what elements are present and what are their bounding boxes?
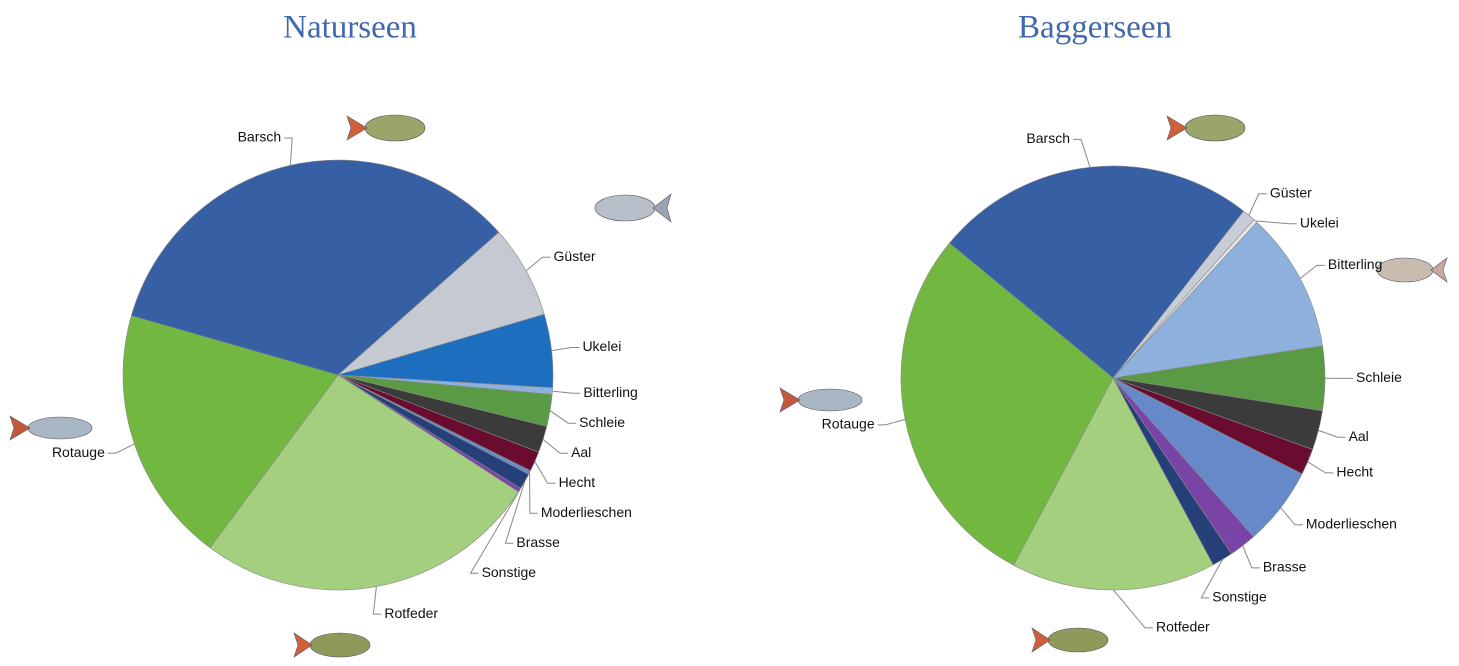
slice-label: Güster	[1270, 184, 1312, 200]
slice-label: Güster	[554, 248, 596, 264]
leader-line	[877, 418, 906, 426]
slice-label: Barsch	[238, 129, 282, 145]
slice-label: Hecht	[1336, 464, 1373, 480]
fish-icons	[9, 114, 1448, 658]
slice-label: Sonstige	[1212, 589, 1267, 605]
slice-label: Bitterling	[583, 384, 637, 400]
slice-label: Hecht	[559, 474, 596, 490]
slice-label: Brasse	[1263, 559, 1307, 575]
leader-line	[107, 443, 135, 454]
slice-label: Moderlieschen	[1306, 515, 1397, 531]
chart-title: Baggerseen	[1018, 10, 1172, 46]
leader-line	[542, 439, 569, 454]
slice-label: Barsch	[1026, 130, 1070, 146]
pie-slice	[209, 374, 519, 591]
slice-label: Ukelei	[582, 338, 621, 354]
leader-line	[504, 481, 526, 544]
leader-line	[529, 472, 538, 514]
leader-line	[1073, 138, 1091, 168]
leader-line	[534, 461, 556, 484]
slice-label: Schleie	[579, 414, 625, 430]
slice-label: Ukelei	[1300, 214, 1339, 230]
leader-line	[469, 489, 521, 574]
slice-label: Schleie	[1356, 369, 1402, 385]
slice-label: Rotfeder	[384, 605, 438, 621]
leader-line	[1280, 507, 1303, 526]
leader-line	[1255, 220, 1297, 225]
slice-label: Aal	[571, 444, 591, 460]
slice-label: Bitterling	[1328, 256, 1382, 272]
slice-label: Moderlieschen	[541, 504, 632, 520]
leader-line	[1242, 545, 1260, 569]
leader-line	[1200, 559, 1223, 599]
leader-line	[284, 137, 293, 166]
pie-slice	[122, 315, 339, 549]
slice-label: Rotauge	[822, 416, 875, 432]
leader-line	[525, 256, 551, 272]
slice-label: Rotauge	[52, 444, 105, 460]
leader-line	[1318, 429, 1346, 438]
slice-label: Brasse	[516, 534, 560, 550]
slice-label: Aal	[1349, 428, 1369, 444]
leader-line	[549, 410, 577, 424]
leader-line	[552, 390, 581, 394]
chart-title: Naturseen	[283, 10, 417, 46]
leader-line	[1307, 461, 1334, 474]
leader-line	[1248, 193, 1267, 216]
slice-label: Rotfeder	[1156, 619, 1210, 635]
leader-line	[551, 346, 580, 352]
leader-line	[1299, 264, 1325, 279]
pie-slice	[900, 242, 1114, 566]
leader-line	[1112, 589, 1153, 629]
leader-line	[372, 586, 382, 615]
slice-label: Sonstige	[482, 564, 537, 580]
